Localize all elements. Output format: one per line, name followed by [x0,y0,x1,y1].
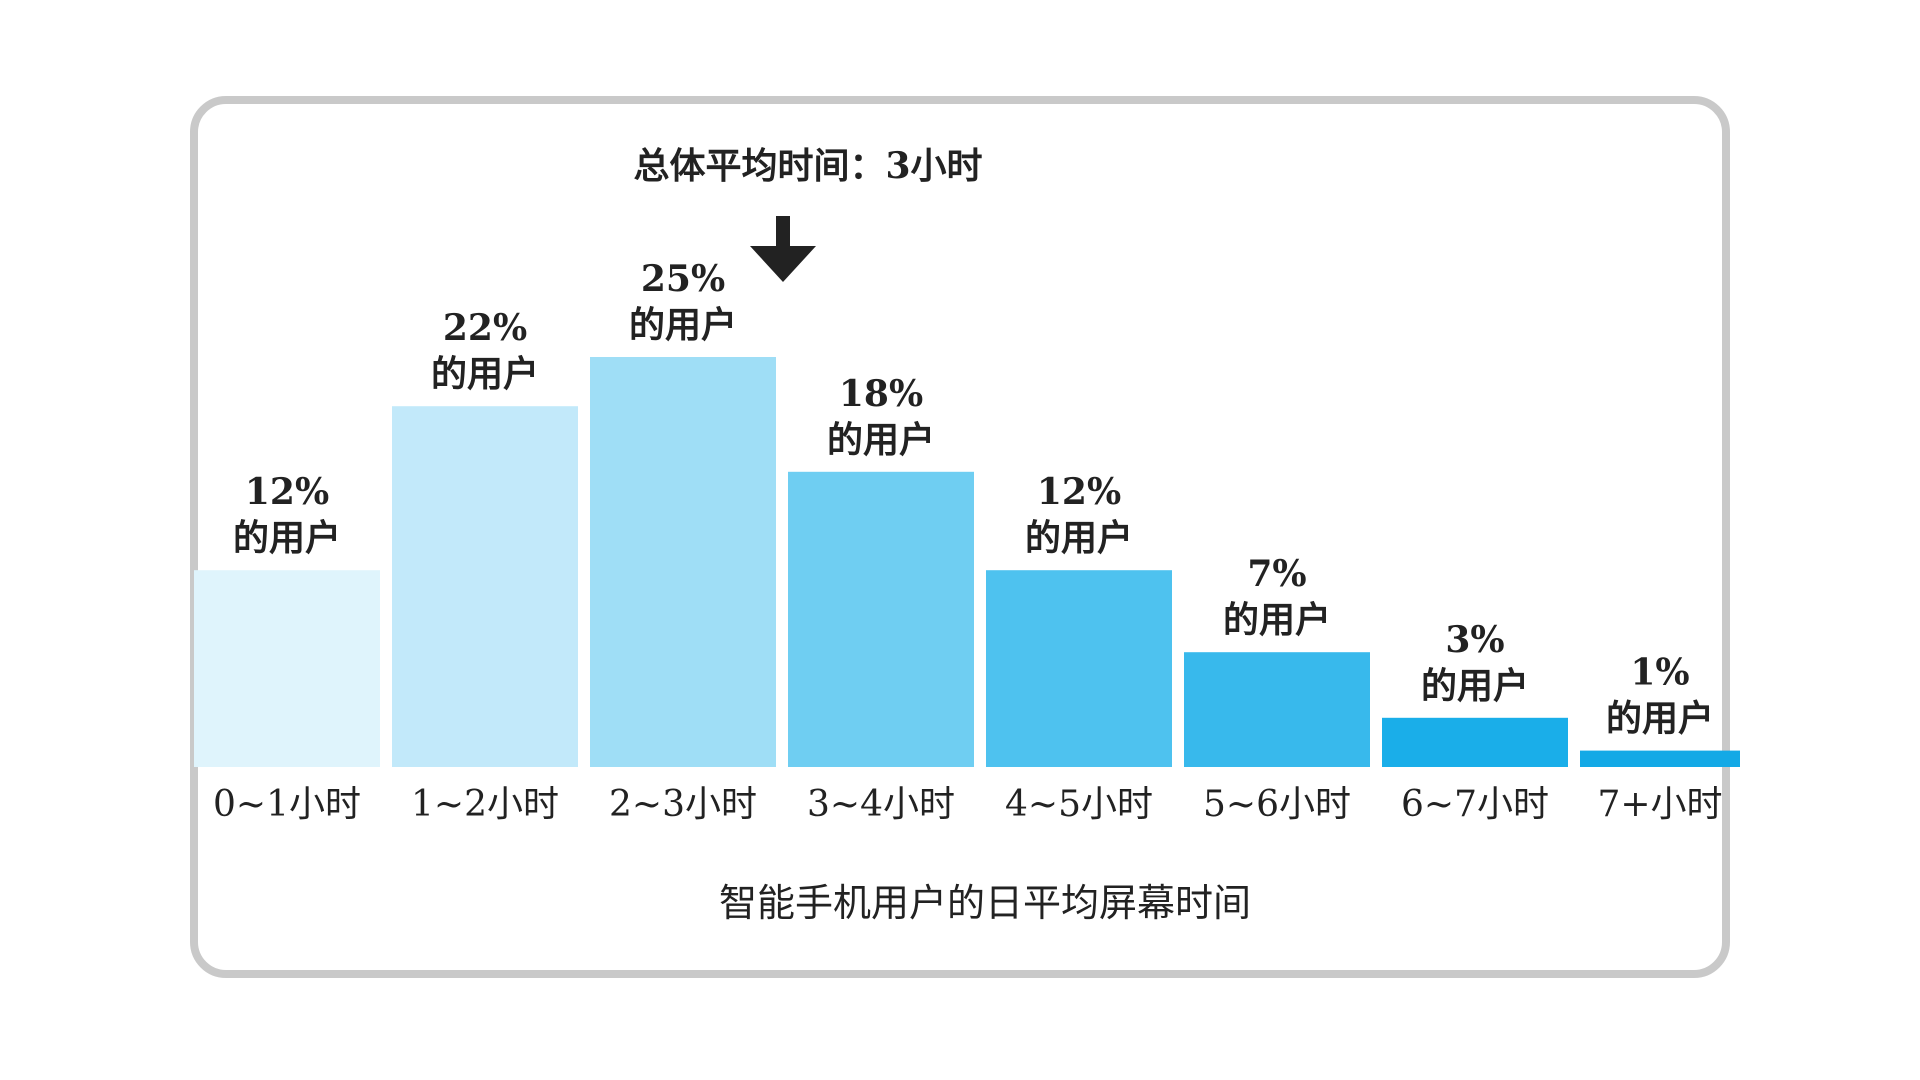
bar-value-label: 1% [1630,652,1689,694]
category-tick-label: 5~6小时 [1203,784,1351,825]
bar-2 [392,406,578,767]
category-tick-label: 3~4小时 [807,784,955,825]
bar-value-label: 12% [1037,471,1121,513]
bars-group [194,357,1740,767]
bar-7 [1382,717,1568,767]
bar-value-label: 7% [1247,553,1306,595]
category-tick-label: 0~1小时 [213,784,361,825]
average-annotation: 总体平均时间：3小时 [633,145,982,187]
category-labels-group: 0~1小时 1~2小时 2~3小时 3~4小时 4~5小时 5~6小时 6~7小时 7+小时 [213,784,1723,825]
bar-value-label: 3% [1445,619,1504,661]
bar-sublabel: 的用户 [233,517,341,559]
category-tick-label: 2~3小时 [609,784,757,825]
bar-sublabel: 的用户 [1223,599,1331,641]
bar-value-label: 25% [641,258,725,300]
bar-value-label: 18% [839,373,923,415]
bar-6 [1184,652,1370,767]
bar-sublabel: 的用户 [827,419,935,461]
bar-5 [986,570,1172,767]
bar-8 [1580,750,1740,767]
bar-sublabel: 的用户 [1606,698,1714,740]
bar-value-label: 12% [245,471,329,513]
bar-3 [590,357,776,767]
category-tick-label: 6~7小时 [1401,784,1549,825]
bar-1 [194,570,380,767]
category-tick-label: 7+小时 [1597,784,1722,825]
bar-sublabel: 的用户 [431,353,539,395]
down-arrow-icon [750,216,816,282]
bar-sublabel: 的用户 [629,304,737,346]
bar-4 [788,471,974,767]
category-tick-label: 1~2小时 [411,784,559,825]
bar-sublabel: 的用户 [1421,665,1529,707]
bar-value-label: 22% [443,307,527,349]
x-axis-title: 智能手机用户的日平均屏幕时间 [719,881,1251,925]
bar-sublabel: 的用户 [1025,517,1133,559]
category-tick-label: 4~5小时 [1005,784,1153,825]
